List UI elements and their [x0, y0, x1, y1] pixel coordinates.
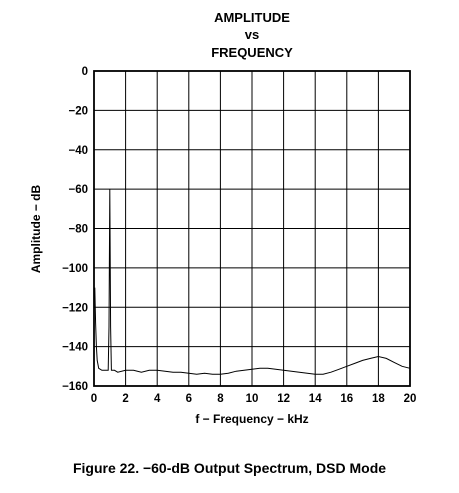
figure-caption: Figure 22. −60-dB Output Spectrum, DSD M…	[72, 460, 387, 476]
x-tick-label: 20	[404, 393, 417, 405]
y-tick-label: −80	[68, 224, 88, 236]
x-tick-label: 8	[217, 393, 224, 405]
chart-title-line-2: vs	[245, 27, 259, 42]
x-tick-label: 10	[246, 393, 259, 405]
x-tick-label: 4	[154, 393, 161, 405]
y-tick-label: −140	[62, 342, 88, 354]
y-tick-label: 0	[82, 66, 88, 78]
chart-title-line-1: AMPLITUDE	[214, 10, 290, 25]
x-tick-label: 12	[277, 393, 290, 405]
chart-grid	[93, 70, 411, 387]
x-tick-labels: 0 2 4 6 8 10 12 14 16 18 20	[91, 393, 417, 405]
y-tick-label: −20	[68, 105, 88, 117]
y-tick-label: −60	[68, 184, 88, 196]
y-tick-labels: 0 −20 −40 −60 −80 −100 −120 −140 −160	[62, 66, 88, 393]
x-tick-label: 2	[122, 393, 128, 405]
x-tick-label: 14	[309, 393, 322, 405]
x-axis-label: f − Frequency − kHz	[195, 412, 308, 426]
y-tick-label: −160	[62, 381, 88, 393]
chart-title-line-3: FREQUENCY	[211, 45, 293, 60]
y-tick-label: −100	[62, 263, 88, 275]
x-tick-label: 0	[91, 393, 97, 405]
x-tick-label: 6	[186, 393, 192, 405]
spectrum-line	[94, 189, 411, 375]
x-tick-label: 16	[340, 393, 353, 405]
y-tick-label: −120	[62, 302, 88, 314]
y-axis-label: Amplitude − dB	[29, 185, 43, 274]
y-tick-label: −40	[68, 145, 88, 157]
x-tick-label: 18	[372, 393, 385, 405]
plot-frame	[93, 70, 411, 387]
